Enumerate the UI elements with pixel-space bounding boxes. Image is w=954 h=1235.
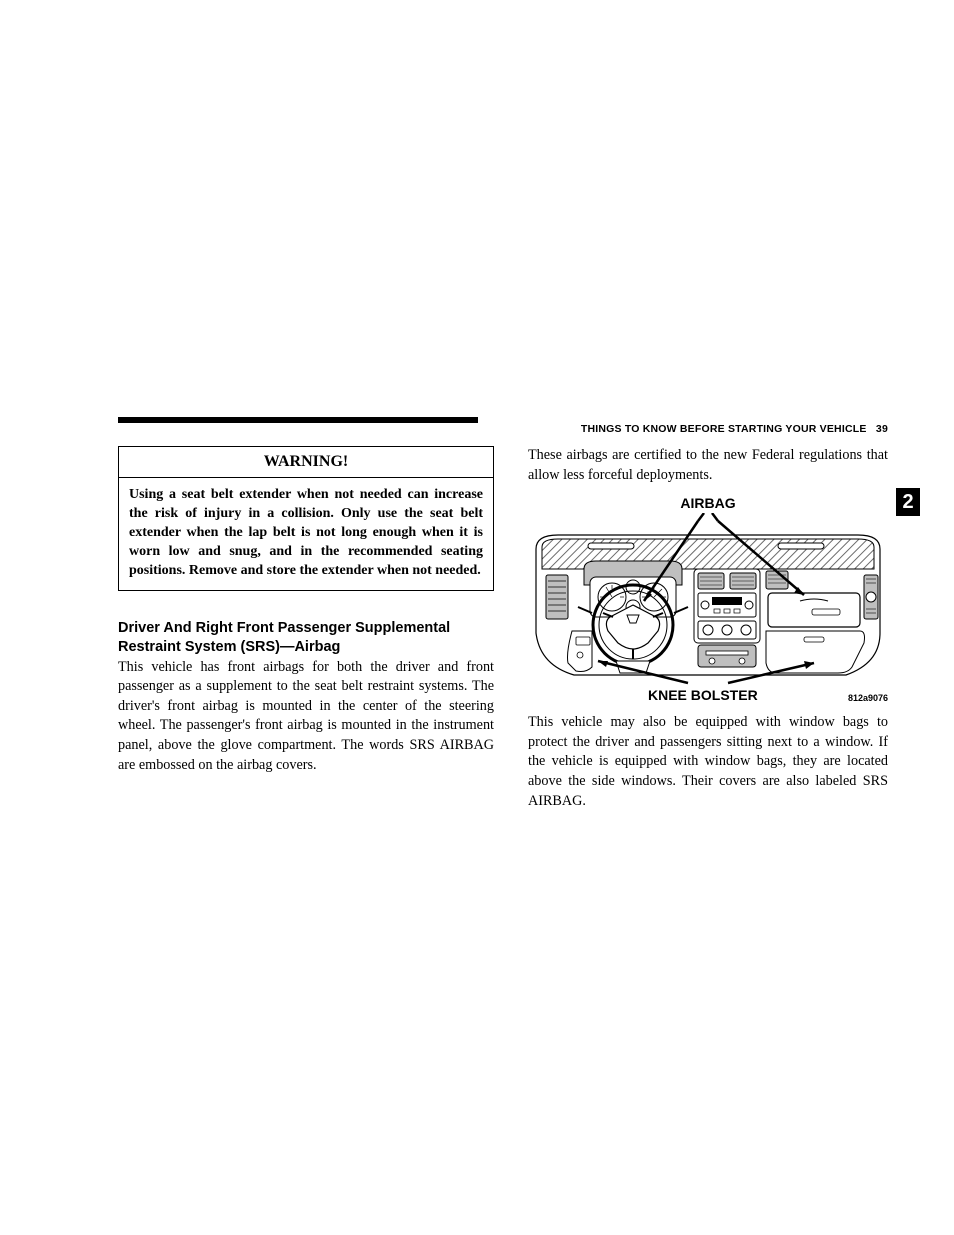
header-rule bbox=[118, 417, 478, 423]
page-number: 39 bbox=[876, 423, 888, 435]
dashboard-figure: AIRBAG bbox=[528, 495, 888, 703]
warning-box: WARNING! Using a seat belt extender when… bbox=[118, 446, 494, 591]
right-intro-text: These airbags are certified to the new F… bbox=[528, 446, 888, 485]
left-column: WARNING! Using a seat belt extender when… bbox=[118, 446, 494, 775]
running-header: THINGS TO KNOW BEFORE STARTING YOUR VEHI… bbox=[523, 423, 888, 435]
dashboard-illustration bbox=[528, 513, 888, 685]
figure-label-airbag: AIRBAG bbox=[528, 495, 888, 511]
figure-code: 812a9076 bbox=[848, 693, 888, 703]
figure-label-knee-bolster: KNEE BOLSTER bbox=[648, 687, 758, 703]
header-title: THINGS TO KNOW BEFORE STARTING YOUR VEHI… bbox=[581, 423, 867, 435]
section-tab: 2 bbox=[896, 488, 920, 516]
right-column: These airbags are certified to the new F… bbox=[528, 446, 888, 811]
right-window-bags-text: This vehicle may also be equipped with w… bbox=[528, 713, 888, 811]
figure-bottom-row: KNEE BOLSTER 812a9076 bbox=[528, 687, 888, 703]
warning-title: WARNING! bbox=[119, 447, 493, 477]
warning-body: Using a seat belt extender when not need… bbox=[119, 478, 493, 590]
srs-body-text: This vehicle has front airbags for both … bbox=[118, 658, 494, 776]
srs-subheading: Driver And Right Front Passenger Supplem… bbox=[118, 619, 494, 655]
